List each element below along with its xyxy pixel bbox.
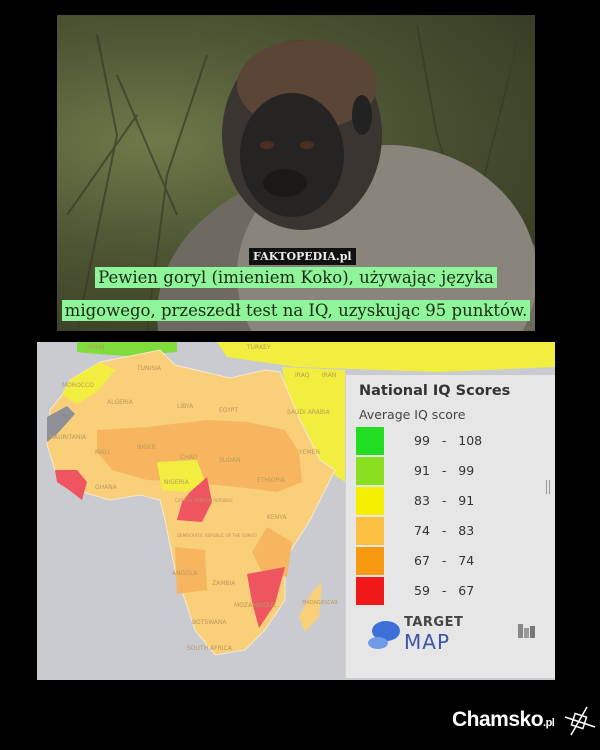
map-label: SUDAN bbox=[219, 457, 240, 464]
map-legend: National IQ Scores Average IQ score 99 -… bbox=[345, 375, 555, 678]
east-africa-region bbox=[252, 527, 292, 577]
angola-region bbox=[175, 547, 207, 594]
map-label: TUNISIA bbox=[136, 365, 162, 372]
map-label: BOTSWANA bbox=[192, 619, 227, 626]
caption-line-1: Pewien goryl (imieniem Koko), używając j… bbox=[57, 267, 535, 288]
map-label: IRAN bbox=[322, 372, 336, 379]
sahel-region bbox=[97, 420, 302, 492]
map-label: TURKEY bbox=[246, 344, 271, 351]
map-label: ETHIOPIA bbox=[257, 477, 286, 484]
faktopedia-watermark: FAKTOPEDIA.pl bbox=[249, 248, 356, 265]
map-label: CHAD bbox=[180, 454, 198, 461]
map-label: MALI bbox=[95, 449, 110, 456]
map-label: MOZAMBIQUE bbox=[234, 602, 276, 609]
map-label: YEMEN bbox=[298, 449, 320, 456]
nigeria-region bbox=[157, 460, 205, 492]
arabia-region bbox=[282, 367, 345, 482]
legend-subtitle: Average IQ score bbox=[359, 407, 466, 422]
legend-swatch bbox=[356, 457, 384, 485]
map-label: SOUTH AFRICA bbox=[187, 645, 233, 652]
western-sahara-region bbox=[47, 406, 75, 442]
legend-item: 99 - 108 bbox=[356, 427, 546, 457]
map-label: KENYA bbox=[267, 514, 287, 521]
targetmap-logo-icon bbox=[368, 621, 400, 649]
africa-map: TUNISIA MOROCCO ALGERIA LIBYA EGYPT SAUD… bbox=[46, 342, 555, 656]
map-label: MADAGASCAR bbox=[302, 600, 338, 606]
legend-title: National IQ Scores bbox=[359, 383, 511, 399]
mozambique-region bbox=[247, 567, 285, 628]
map-label: SAUDI ARABIA bbox=[287, 409, 331, 416]
iq-map: TUNISIA MOROCCO ALGERIA LIBYA EGYPT SAUD… bbox=[37, 342, 555, 680]
caption-line-2: migowego, przeszedł test na IQ, uzyskują… bbox=[57, 300, 535, 321]
legend-item: 74 - 83 bbox=[356, 517, 546, 547]
morocco-region bbox=[62, 362, 115, 404]
map-label: EGYPT bbox=[219, 407, 238, 414]
legend-item: 91 - 99 bbox=[356, 457, 546, 487]
resize-handle[interactable] bbox=[546, 480, 550, 494]
legend-swatch bbox=[356, 547, 384, 575]
map-label: NIGERIA bbox=[164, 479, 190, 486]
chamsko-logo: Chamsko.pl bbox=[452, 708, 555, 731]
map-label: MAURITANIA bbox=[49, 434, 87, 441]
map-label: LIBYA bbox=[177, 403, 194, 410]
country-labels: TUNISIA MOROCCO ALGERIA LIBYA EGYPT SAUD… bbox=[49, 344, 338, 652]
legend-item: 59 - 67 bbox=[356, 577, 546, 607]
map-label: NIGER bbox=[137, 444, 156, 451]
guinea-region bbox=[55, 470, 87, 500]
turkey-region bbox=[217, 342, 555, 372]
map-label: SPAIN bbox=[87, 344, 104, 351]
map-label: ZAMBIA bbox=[212, 580, 236, 587]
madagascar-region bbox=[299, 582, 322, 632]
legend-item: 67 - 74 bbox=[356, 547, 546, 577]
chart-icon[interactable] bbox=[516, 620, 538, 642]
map-label: MOROCCO bbox=[62, 382, 94, 389]
map-label: DEMOCRATIC REPUBLIC OF THE CONGO bbox=[177, 533, 257, 538]
legend-swatch bbox=[356, 427, 384, 455]
map-label: GHANA bbox=[95, 484, 118, 491]
gorilla-photo: FAKTOPEDIA.pl bbox=[57, 15, 535, 331]
map-label: IRAQ bbox=[295, 372, 310, 379]
legend-swatch bbox=[356, 517, 384, 545]
map-label: CENTRAL AFRICAN REPUBLIC bbox=[175, 498, 233, 503]
gorilla-image bbox=[66, 24, 535, 331]
map-label: ANGOLA bbox=[172, 570, 198, 577]
map-label: ALGERIA bbox=[107, 399, 134, 406]
legend-swatch bbox=[356, 577, 384, 605]
cameroon-region bbox=[177, 477, 212, 522]
legend-item: 83 - 91 bbox=[356, 487, 546, 517]
legend-swatch bbox=[356, 487, 384, 515]
chamsko-crosshair-icon bbox=[564, 706, 596, 736]
